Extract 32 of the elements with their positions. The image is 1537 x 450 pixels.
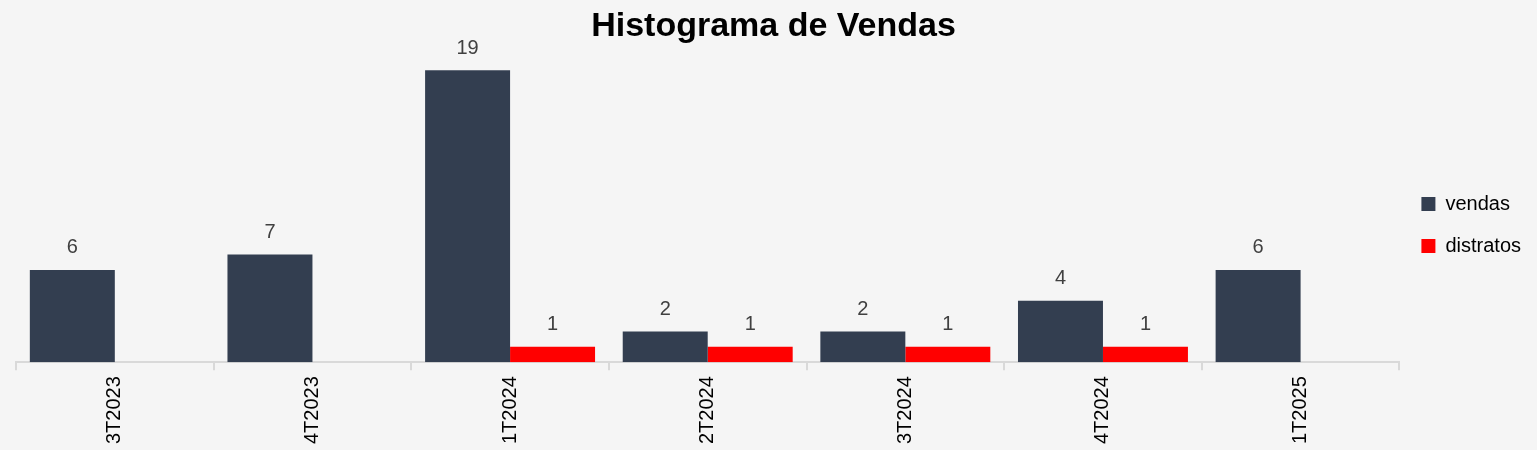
- bar: [29, 269, 115, 363]
- bar: [622, 331, 708, 363]
- chart-title: Histograma de Vendas: [591, 4, 956, 43]
- legend-label: distratos: [1445, 233, 1522, 256]
- data-label: 6: [66, 235, 78, 258]
- legend-label: vendas: [1445, 191, 1510, 214]
- x-tick-label: 1T2024: [497, 376, 520, 445]
- x-tick-label: 4T2024: [1090, 376, 1113, 445]
- data-label: 1: [744, 312, 756, 335]
- bar: [1017, 300, 1103, 363]
- bar: [227, 254, 313, 363]
- bar: [1102, 346, 1188, 363]
- data-label: 6: [1252, 235, 1264, 258]
- bar: [707, 346, 793, 363]
- data-label: 1: [942, 312, 954, 335]
- bar: [425, 70, 511, 363]
- x-tick-label: 1T2025: [1288, 376, 1311, 445]
- x-tick-label: 2T2024: [695, 376, 718, 445]
- data-label: 2: [659, 296, 671, 319]
- bar: [510, 346, 596, 363]
- data-label: 19: [456, 35, 479, 58]
- x-tick-label: 4T2023: [299, 376, 322, 445]
- bar: [905, 346, 991, 363]
- x-tick-label: 3T2024: [892, 376, 915, 445]
- bar: [820, 331, 906, 363]
- data-label: 7: [264, 220, 276, 243]
- data-label: 4: [1054, 266, 1067, 289]
- data-label: 1: [1139, 312, 1152, 335]
- data-label: 2: [857, 296, 869, 319]
- data-label: 1: [547, 312, 559, 335]
- bar: [1215, 269, 1301, 363]
- x-tick-label: 3T2023: [102, 376, 125, 445]
